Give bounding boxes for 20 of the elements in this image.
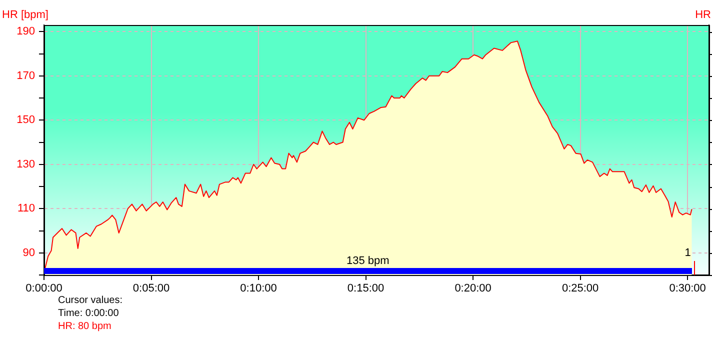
x-tick-label: 0:30:00 (669, 282, 706, 295)
y-tick-label: 90 (22, 246, 35, 259)
y-axis-title: HR [bpm] (2, 9, 48, 21)
text: HR: 80 bpm (58, 320, 112, 333)
y-tick-label: 190 (16, 26, 35, 38)
annotation: 1 (684, 247, 691, 259)
y-tick-label: 130 (16, 158, 35, 170)
x-tick-label: 0:20:00 (454, 282, 492, 295)
x-tick-label: 0:10:00 (240, 282, 277, 295)
y-tick-label: 110 (17, 202, 35, 215)
annotation: 135 bpm (346, 255, 390, 267)
x-tick-label: 0:25:00 (562, 282, 599, 295)
x-tick-label: 0:15:00 (347, 282, 384, 295)
text: Time: 0:00:00 (58, 307, 120, 320)
y-tick-label: 170 (16, 70, 35, 82)
y-tick-label: 150 (16, 114, 35, 126)
y2-axis-title: HR (695, 9, 712, 21)
x-tick-label: 0:05:00 (132, 282, 170, 295)
text: Cursor values: (58, 294, 122, 307)
x-tick-label: 0:00:00 (26, 282, 62, 295)
